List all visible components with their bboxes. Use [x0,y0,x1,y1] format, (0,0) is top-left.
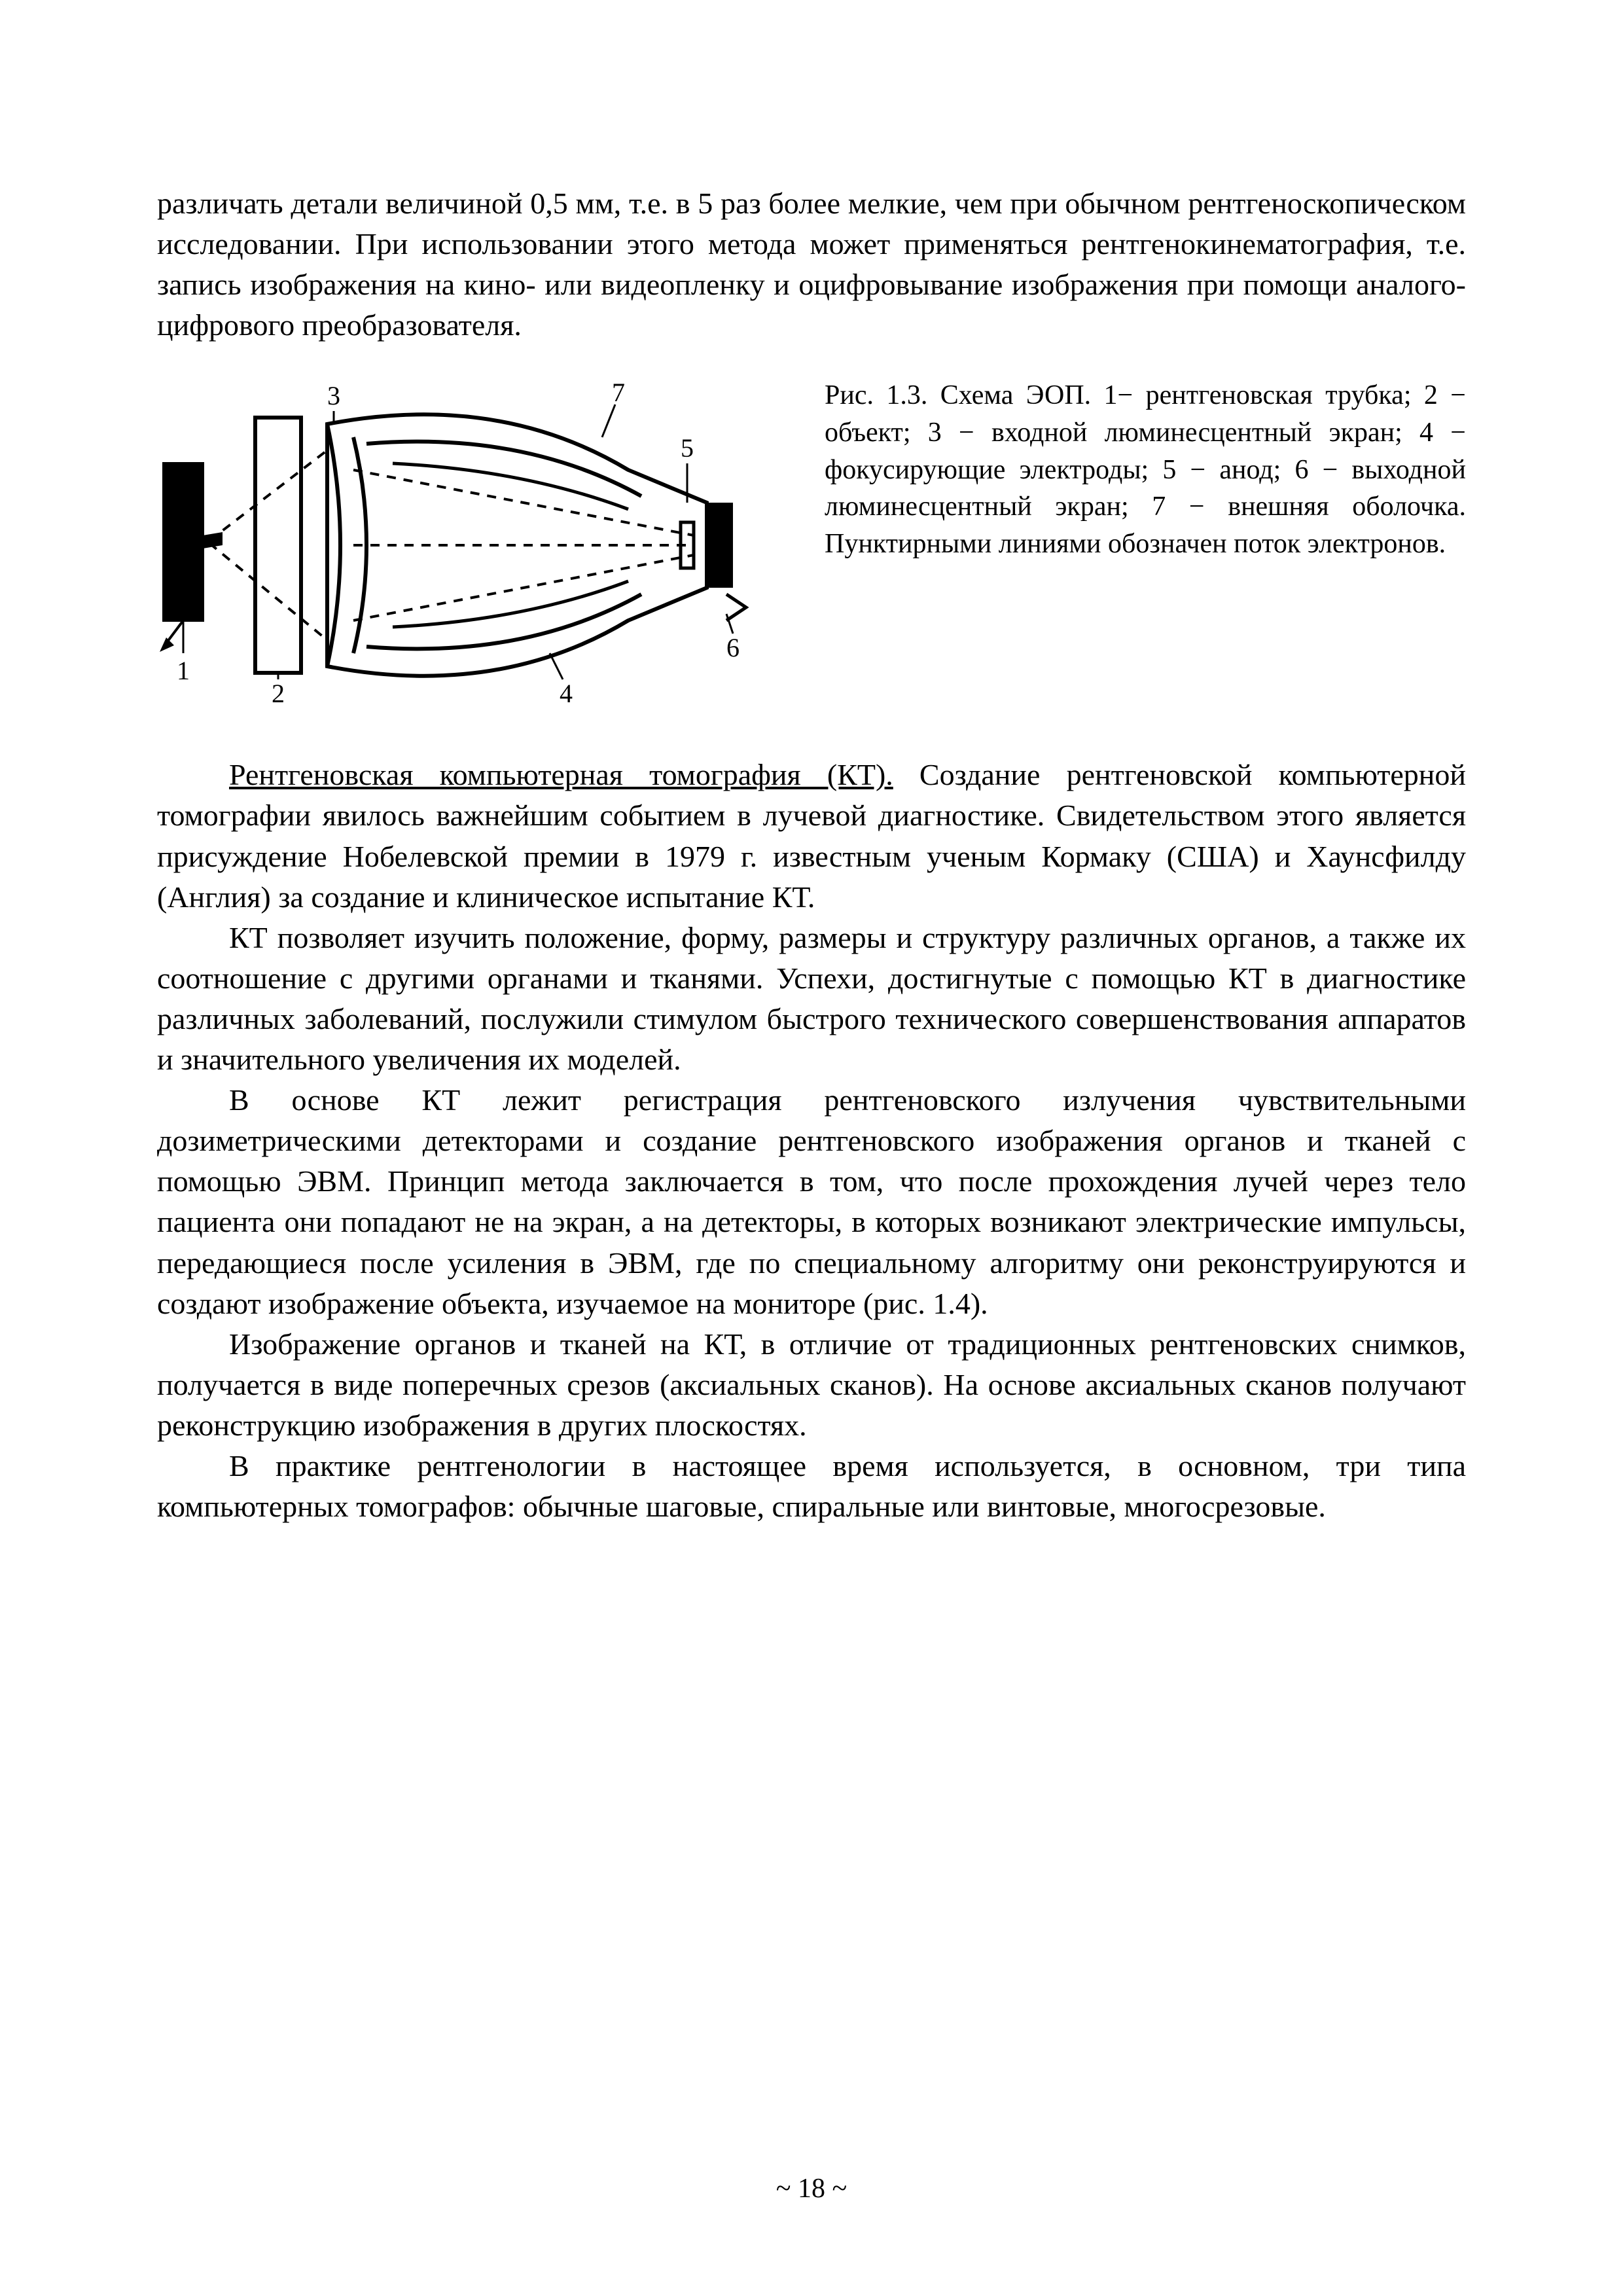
fig-label-5: 5 [681,433,694,463]
fig-label-7: 7 [612,378,625,407]
page: различать детали величиной 0,5 мм, т.е. … [0,0,1623,2296]
paragraph-4: В основе КТ лежит регистрация рентгеновс… [157,1080,1466,1324]
figure-caption: Рис. 1.3. Схема ЭОП. 1− рентгеновская тр… [825,372,1466,562]
fig-label-2: 2 [272,679,285,708]
figure-block: 1 2 3 4 5 6 7 Рис. 1.3. Схема ЭОП. 1− ре… [157,372,1466,715]
paragraph-ct-heading: Рентгеновская компьютерная томография (К… [157,755,1466,917]
fig-label-3: 3 [327,381,340,410]
paragraph-5: Изображение органов и тканей на КТ, в от… [157,1324,1466,1446]
paragraph-3: КТ позволяет изучить положение, форму, р… [157,918,1466,1080]
fig-label-1: 1 [177,656,190,685]
fig-label-6: 6 [726,633,740,662]
ct-heading-underline: Рентгеновская компьютерная томография (К… [229,758,893,791]
figure-diagram: 1 2 3 4 5 6 7 [157,372,785,715]
paragraph-intro: различать детали величиной 0,5 мм, т.е. … [157,183,1466,346]
page-number: ~ 18 ~ [0,2173,1623,2204]
fig-label-4: 4 [560,679,573,708]
paragraph-6: В практике рентгенологии в настоящее вре… [157,1446,1466,1527]
